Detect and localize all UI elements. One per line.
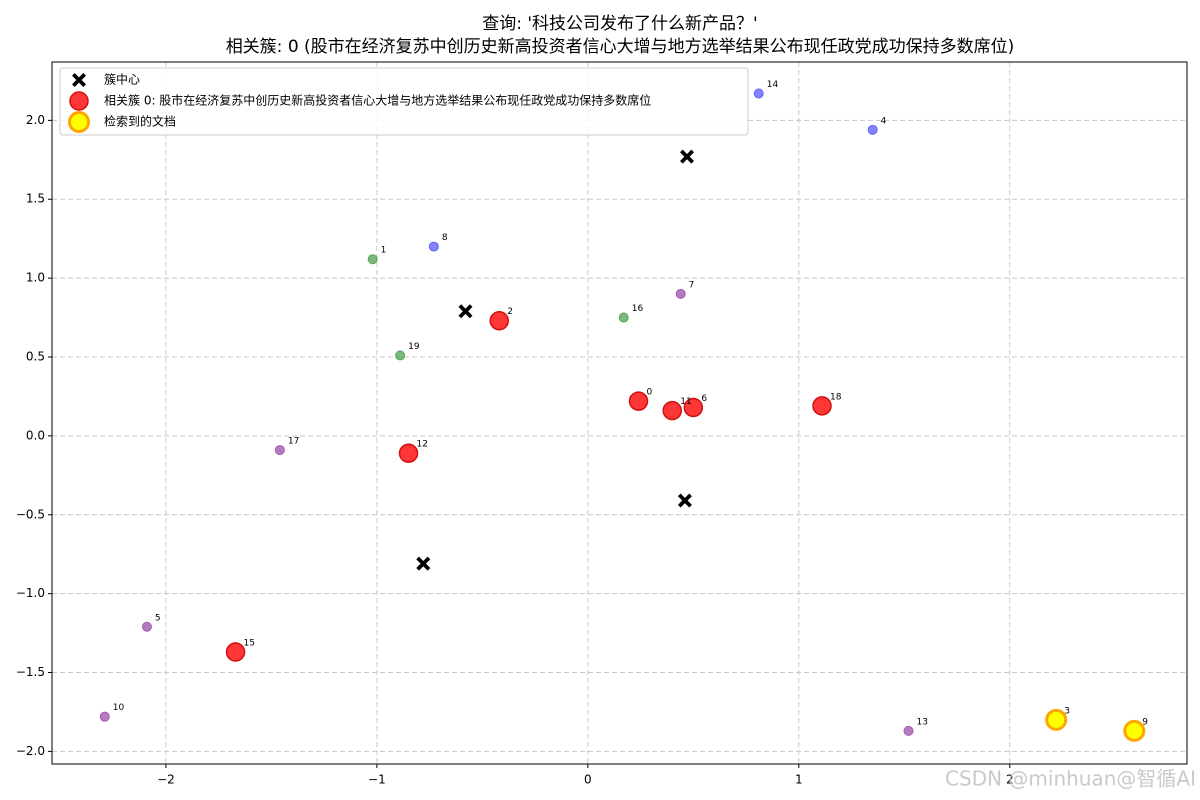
chart-subtitle: 相关簇: 0 (股市在经济复苏中创历史新高投资者信心大增与地方选举结果公布现任政…	[226, 37, 1015, 57]
center-marker	[458, 304, 473, 319]
y-tick-label: −1.0	[16, 586, 45, 600]
point-label: 2	[507, 307, 513, 317]
point	[398, 443, 419, 463]
point-label: 18	[830, 392, 842, 402]
point	[753, 88, 764, 99]
legend-label: 簇中心	[104, 72, 140, 87]
point-label: 8	[442, 233, 448, 243]
point	[675, 288, 686, 299]
point-label: 0	[646, 388, 652, 398]
point-label: 4	[881, 116, 887, 126]
legend-box	[59, 67, 749, 136]
point	[395, 350, 406, 361]
point	[628, 391, 649, 411]
x-tick-label: −2	[157, 773, 175, 787]
point	[1123, 719, 1146, 742]
point-label: 15	[244, 638, 255, 648]
legend-label: 检索到的文档	[104, 114, 176, 129]
point	[225, 642, 246, 662]
point-label: 17	[288, 437, 299, 447]
y-tick-label: 0.5	[26, 349, 45, 363]
x-tick-label: 0	[584, 773, 592, 787]
legend-marker	[68, 111, 90, 133]
point-label: 13	[917, 717, 928, 727]
point	[683, 397, 704, 418]
point-label: 3	[1064, 706, 1070, 716]
legend-label: 相关簇 0: 股市在经济复苏中创历史新高投资者信心大增与地方选举结果公布现任政党…	[104, 93, 651, 108]
y-tick-label: −0.5	[16, 507, 45, 521]
point	[812, 396, 832, 416]
y-tick-label: 1.0	[26, 271, 45, 285]
point	[662, 400, 682, 421]
chart-title: 查询: '科技公司发布了什么新产品？'	[482, 14, 757, 34]
center-marker	[680, 149, 695, 164]
legend-marker	[72, 73, 86, 87]
center-marker	[677, 493, 692, 508]
y-tick-label: 2.0	[26, 113, 45, 127]
point	[618, 312, 629, 323]
watermark: CSDN @minhuan@智循AI	[945, 767, 1196, 791]
point-label: 19	[408, 342, 420, 352]
point	[903, 725, 914, 736]
point-label: 14	[767, 80, 779, 90]
point-label: 1	[381, 246, 387, 256]
y-tick-label: 1.5	[26, 192, 45, 206]
y-tick-label: 0.0	[26, 428, 45, 442]
point-label: 9	[1142, 717, 1148, 727]
point-label: 16	[632, 304, 644, 314]
y-tick-label: −2.0	[16, 744, 45, 758]
y-tick-label: −1.5	[16, 665, 45, 679]
legend-marker	[69, 91, 89, 111]
point	[867, 124, 878, 135]
point	[428, 241, 439, 252]
point	[1045, 708, 1068, 731]
point-label: 12	[417, 440, 428, 450]
x-tick-label: 1	[795, 773, 803, 787]
point-label: 11	[680, 397, 691, 407]
point	[99, 711, 110, 722]
center-marker	[416, 556, 431, 571]
x-tick-label: −1	[368, 773, 386, 787]
point	[141, 621, 152, 632]
point-label: 7	[689, 280, 695, 290]
point-label: 10	[113, 703, 125, 713]
point	[274, 445, 285, 456]
x-tick-label: 2	[1006, 773, 1014, 787]
plot-frame	[51, 61, 1188, 765]
point-label: 5	[155, 613, 161, 623]
point-label: 6	[701, 394, 707, 404]
point	[489, 310, 509, 331]
point	[367, 254, 378, 265]
